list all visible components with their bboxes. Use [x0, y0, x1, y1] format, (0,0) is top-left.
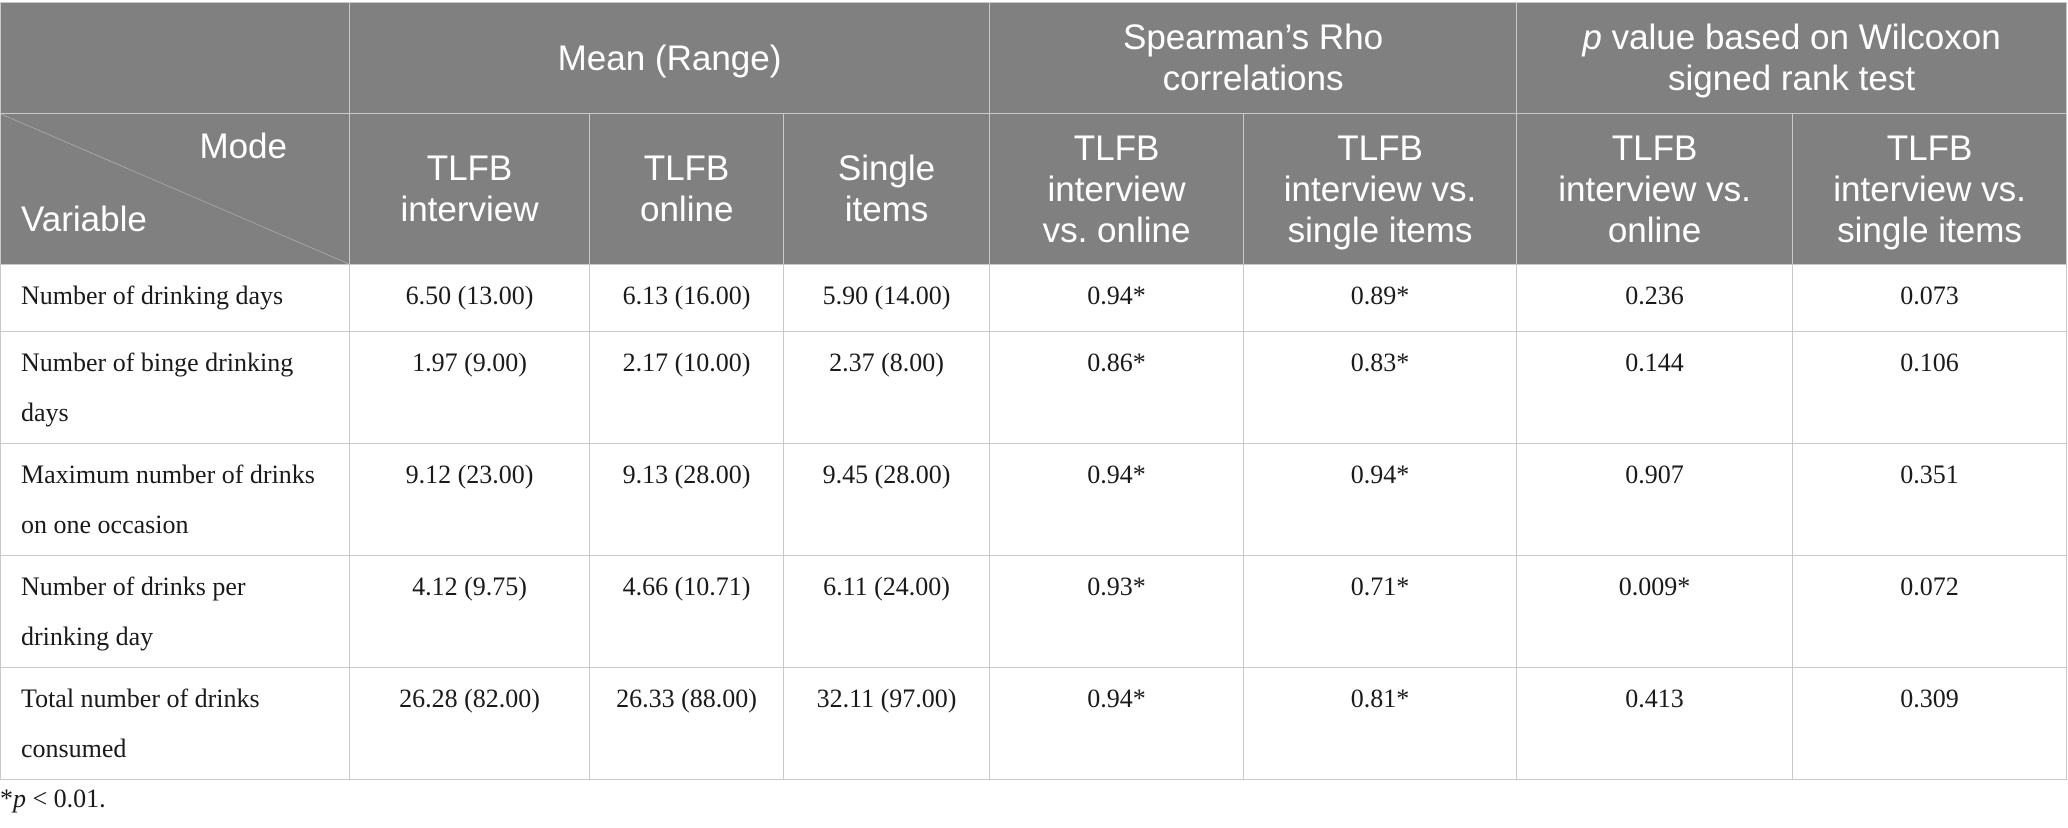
header-row-columns: Mode Variable TLFB interview TLFB online…: [0, 113, 2068, 265]
cell-rho-interview-single: 0.94*: [1243, 443, 1518, 556]
cell-rho-interview-online: 0.94*: [989, 667, 1245, 780]
row-variable: Total number of drinks consumed: [0, 667, 350, 780]
footnote-star: *: [0, 784, 13, 813]
header-row-groups: Mean (Range) Spearman’s Rho correlations…: [0, 2, 2068, 114]
cell-single-items: 32.11 (97.00): [782, 667, 991, 780]
cell-p-interview-online: 0.144: [1516, 331, 1794, 444]
cell-p-interview-online: 0.907: [1516, 443, 1794, 556]
table-row: Number of drinking days 6.50 (13.00) 6.1…: [0, 264, 2068, 332]
cell-single-items: 2.37 (8.00): [782, 331, 991, 444]
results-table: Mean (Range) Spearman’s Rho correlations…: [0, 2, 2068, 780]
group-header-mean: Mean (Range): [348, 2, 991, 114]
table-row: Total number of drinks consumed 26.28 (8…: [0, 667, 2068, 780]
corner-variable-label: Variable: [21, 200, 147, 239]
cell-tlfb-online: 26.33 (88.00): [589, 667, 784, 780]
cell-rho-interview-single: 0.83*: [1243, 331, 1518, 444]
cell-p-interview-single: 0.106: [1792, 331, 2068, 444]
col-header-p-interview-single: TLFB interview vs. single items: [1792, 113, 2068, 265]
cell-single-items: 6.11 (24.00): [782, 555, 991, 668]
cell-single-items: 9.45 (28.00): [782, 443, 991, 556]
header-empty-cell: [0, 2, 350, 114]
cell-rho-interview-single: 0.81*: [1243, 667, 1518, 780]
col-header-single-items: Single items: [782, 113, 991, 265]
group-header-wilcoxon-text: value based on Wilcoxon signed rank test: [1601, 18, 2001, 98]
cell-tlfb-online: 2.17 (10.00): [589, 331, 784, 444]
row-variable: Number of binge drinking days: [0, 331, 350, 444]
footnote-p: p: [13, 784, 26, 813]
cell-p-interview-single: 0.351: [1792, 443, 2068, 556]
cell-tlfb-interview: 26.28 (82.00): [349, 667, 590, 780]
diagonal-divider: [1, 114, 349, 264]
row-variable: Number of drinks per drinking day: [0, 555, 350, 668]
cell-tlfb-interview: 6.50 (13.00): [349, 264, 590, 332]
group-header-spearman: Spearman’s Rho correlations: [989, 2, 1518, 114]
cell-p-interview-single: 0.072: [1792, 555, 2068, 668]
cell-rho-interview-online: 0.94*: [989, 443, 1245, 556]
col-header-tlfb-online: TLFB online: [589, 113, 784, 265]
table-row: Number of drinks per drinking day 4.12 (…: [0, 555, 2068, 668]
cell-rho-interview-online: 0.86*: [989, 331, 1245, 444]
cell-tlfb-interview: 9.12 (23.00): [349, 443, 590, 556]
row-variable: Maximum number of drinks on one occasion: [0, 443, 350, 556]
group-header-wilcoxon: p value based on Wilcoxon signed rank te…: [1516, 2, 2068, 114]
cell-p-interview-online: 0.236: [1516, 264, 1794, 332]
cell-rho-interview-single: 0.89*: [1243, 264, 1518, 332]
cell-rho-interview-online: 0.93*: [989, 555, 1245, 668]
cell-p-interview-single: 0.073: [1792, 264, 2068, 332]
cell-tlfb-online: 6.13 (16.00): [589, 264, 784, 332]
cell-tlfb-interview: 1.97 (9.00): [349, 331, 590, 444]
col-header-rho-interview-single: TLFB interview vs. single items: [1243, 113, 1518, 265]
cell-single-items: 5.90 (14.00): [782, 264, 991, 332]
table-footnote: *p < 0.01.: [0, 784, 106, 814]
cell-p-interview-single: 0.309: [1792, 667, 2068, 780]
cell-tlfb-online: 9.13 (28.00): [589, 443, 784, 556]
p-italic: p: [1582, 18, 1602, 57]
cell-p-interview-online: 0.413: [1516, 667, 1794, 780]
footnote-text: < 0.01.: [26, 784, 106, 813]
table-row: Maximum number of drinks on one occasion…: [0, 443, 2068, 556]
cell-rho-interview-single: 0.71*: [1243, 555, 1518, 668]
corner-header: Mode Variable: [0, 113, 350, 265]
col-header-rho-interview-online: TLFB interview vs. online: [989, 113, 1245, 265]
col-header-p-interview-online: TLFB interview vs. online: [1516, 113, 1794, 265]
cell-rho-interview-online: 0.94*: [989, 264, 1245, 332]
cell-tlfb-online: 4.66 (10.71): [589, 555, 784, 668]
col-header-tlfb-interview: TLFB interview: [349, 113, 590, 265]
row-variable: Number of drinking days: [0, 264, 350, 332]
cell-p-interview-online: 0.009*: [1516, 555, 1794, 668]
corner-mode-label: Mode: [199, 127, 287, 166]
table-row: Number of binge drinking days 1.97 (9.00…: [0, 331, 2068, 444]
cell-tlfb-interview: 4.12 (9.75): [349, 555, 590, 668]
